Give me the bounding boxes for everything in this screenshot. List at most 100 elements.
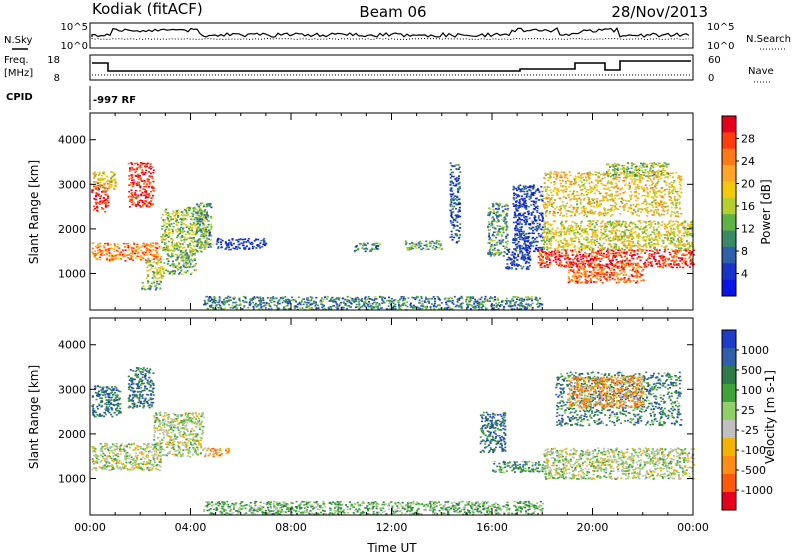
scatter-cell xyxy=(257,238,260,241)
scatter-cell xyxy=(616,273,619,276)
scatter-cell xyxy=(449,220,452,222)
scatter-cell xyxy=(621,264,623,266)
scatter-cell xyxy=(676,221,679,223)
scatter-cell xyxy=(671,172,674,174)
scatter-cell xyxy=(655,175,657,178)
scatter-cell xyxy=(623,249,626,251)
scatter-cell xyxy=(651,244,654,246)
scatter-cell xyxy=(599,225,602,228)
scatter-cell xyxy=(669,220,672,222)
scatter-cell xyxy=(657,178,660,181)
scatter-cell xyxy=(679,188,682,190)
scatter-cell xyxy=(611,182,614,185)
scatter-cell xyxy=(184,266,187,269)
scatter-cell xyxy=(179,267,182,269)
scatter-cell xyxy=(622,243,625,245)
scatter-cell xyxy=(611,277,614,280)
scatter-cell xyxy=(456,224,459,227)
scatter-cell xyxy=(683,234,686,237)
scatter-cell xyxy=(110,183,113,186)
scatter-cell xyxy=(542,231,545,234)
scatter-cell xyxy=(578,228,581,231)
scatter-cell xyxy=(631,264,634,267)
scatter-cell xyxy=(577,262,580,265)
scatter-cell xyxy=(581,230,584,233)
scatter-cell xyxy=(528,245,530,248)
scatter-cell xyxy=(684,257,687,260)
scatter-cell xyxy=(548,258,551,260)
scatter-cell xyxy=(149,253,152,256)
scatter-cell xyxy=(140,178,142,180)
scatter-cell xyxy=(169,249,172,252)
scatter-cell xyxy=(180,220,183,222)
scatter-cell xyxy=(636,250,639,252)
scatter-cell xyxy=(631,269,634,272)
scatter-cell xyxy=(571,227,573,229)
scatter-cell xyxy=(132,196,134,198)
scatter-cell xyxy=(574,262,576,265)
scatter-cell xyxy=(130,162,133,164)
scatter-cell xyxy=(600,199,603,202)
scatter-cell xyxy=(534,228,537,231)
scatter-cell xyxy=(638,220,640,222)
scatter-cell xyxy=(593,198,596,200)
scatter-cell xyxy=(634,281,637,284)
scatter-cell xyxy=(673,255,676,257)
nsky-label: N.Sky xyxy=(4,35,32,46)
scatter-cell xyxy=(534,225,537,228)
scatter-cell xyxy=(669,215,672,217)
scatter-cell xyxy=(167,258,170,260)
scatter-cell xyxy=(194,269,197,272)
scatter-cell xyxy=(672,263,675,265)
scatter-cell xyxy=(498,228,501,230)
scatter-cell xyxy=(636,258,639,260)
scatter-cell xyxy=(407,248,410,250)
scatter-cell xyxy=(139,185,142,188)
scatter-cell xyxy=(607,251,610,253)
scatter-cell xyxy=(544,253,547,255)
scatter-cell xyxy=(192,253,195,255)
scatter-cell xyxy=(488,213,491,216)
scatter-cell xyxy=(525,254,528,256)
scatter-cell xyxy=(175,241,178,244)
scatter-cell xyxy=(598,190,601,193)
scatter-cell xyxy=(449,173,452,176)
scatter-cell xyxy=(204,228,207,231)
scatter-cell xyxy=(683,259,686,262)
scatter-cell xyxy=(176,265,179,267)
scatter-cell xyxy=(535,219,538,221)
scatter-cell xyxy=(141,169,144,172)
scatter-cell xyxy=(521,254,524,257)
scatter-cell xyxy=(415,243,418,246)
scatter-cell xyxy=(453,165,456,167)
scatter-cell xyxy=(139,165,142,167)
scatter-cell xyxy=(620,262,623,264)
scatter-cell xyxy=(636,242,639,244)
scatter-cell xyxy=(618,281,620,284)
scatter-cell xyxy=(579,262,582,265)
scatter-cell xyxy=(128,170,131,172)
scatter-cell xyxy=(618,267,621,270)
scatter-cell xyxy=(584,187,586,189)
scatter-cell xyxy=(193,240,196,243)
scatter-cell xyxy=(143,194,145,196)
scatter-cell xyxy=(589,278,592,280)
scatter-cell xyxy=(616,279,619,281)
scatter-cell xyxy=(570,215,573,217)
scatter-cell xyxy=(594,192,596,195)
scatter-cell xyxy=(94,250,97,252)
scatter-cell xyxy=(228,248,230,251)
scatter-cell xyxy=(604,188,607,190)
scatter-cell xyxy=(499,215,502,217)
scatter-cell xyxy=(101,208,104,210)
scatter-cell xyxy=(599,254,602,256)
scatter-cell xyxy=(139,175,141,177)
scatter-cell xyxy=(535,229,538,232)
scatter-cell xyxy=(206,211,208,213)
scatter-cell xyxy=(134,171,137,173)
scatter-cell xyxy=(496,225,499,227)
scatter-cell xyxy=(165,228,167,230)
scatter-cell xyxy=(192,224,195,226)
scatter-cell xyxy=(115,257,117,259)
scatter-cell xyxy=(514,237,516,239)
